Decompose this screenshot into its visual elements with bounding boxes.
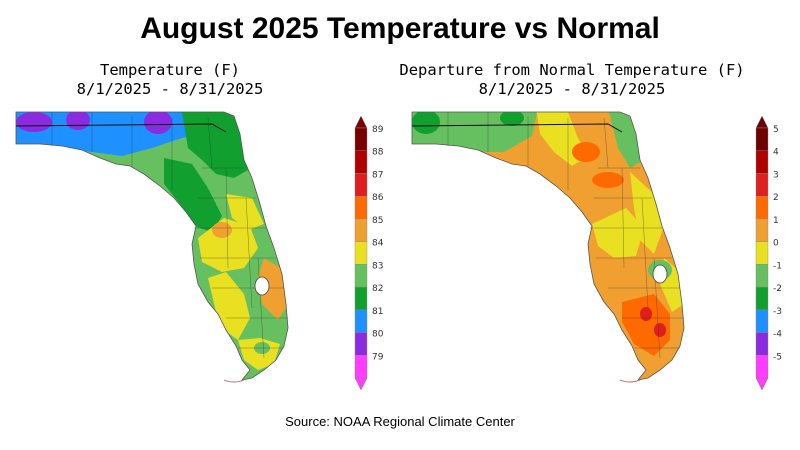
colorbar-label: 87 — [372, 170, 383, 180]
colorbar-label: -1 — [773, 261, 782, 271]
departure-colorbar-svg: 5 4 3 2 1 0 -1 -2 -3 -4 -5 — [755, 115, 782, 391]
colorbar-swatch — [755, 218, 769, 242]
colorbar-swatch — [755, 264, 769, 288]
colorbar-label: 79 — [372, 352, 384, 362]
lake-okeechobee — [652, 264, 668, 284]
colorbar-swatch — [755, 150, 769, 174]
colorbar-bottom-arrow — [354, 377, 368, 391]
colorbar-label: 89 — [372, 125, 384, 135]
colorbar-label: -5 — [773, 352, 782, 362]
colorbar-label: 4 — [773, 148, 779, 158]
colorbar-swatch — [354, 195, 368, 220]
colorbar-label: 1 — [773, 216, 779, 226]
temperature-map-date-range: 8/1/2025 - 8/31/2025 — [76, 80, 264, 98]
florida-outline — [15, 111, 289, 381]
departure-map-title-line1: Departure from Normal Temperature (F) — [399, 61, 745, 79]
page-title: August 2025 Temperature vs Normal — [140, 12, 660, 45]
colorbar-swatch — [755, 332, 769, 356]
colorbar-bottom-arrow — [755, 377, 769, 391]
colorbar-swatch — [354, 286, 368, 311]
colorbar-label: 2 — [773, 193, 779, 203]
colorbar-label: -4 — [773, 330, 782, 340]
colorbar-label: 5 — [773, 125, 779, 135]
colorbar-top-arrow — [354, 115, 368, 129]
colorbar-swatch — [755, 309, 769, 333]
colorbar-label: 81 — [372, 307, 383, 317]
colorbar-swatch — [755, 286, 769, 311]
florida-outline — [411, 111, 685, 381]
colorbar-label: 3 — [773, 170, 779, 180]
colorbar-swatch — [755, 173, 769, 197]
colorbar-label: 84 — [372, 239, 384, 249]
colorbar-label: 80 — [372, 330, 384, 340]
state-border — [411, 123, 623, 133]
florida-keys — [619, 379, 641, 383]
departure-map-date-range: 8/1/2025 - 8/31/2025 — [478, 80, 666, 98]
temperature-colorbar: 89 88 87 86 85 84 83 82 81 80 79 — [351, 112, 393, 394]
departure-colorbar: 5 4 3 2 1 0 -1 -2 -3 -4 -5 — [752, 112, 794, 394]
colorbar-swatch — [755, 127, 769, 151]
colorbar-swatch — [354, 309, 368, 333]
colorbar-swatch — [354, 264, 368, 288]
temperature-map — [12, 108, 332, 394]
temperature-colorbar-svg: 89 88 87 86 85 84 83 82 81 80 79 — [354, 115, 384, 391]
temperature-map-title: Temperature (F) 8/1/2025 - 8/31/2025 — [20, 61, 320, 99]
colorbar-label: 82 — [372, 284, 383, 294]
temperature-map-title-line1: Temperature (F) — [100, 61, 240, 79]
colorbar-swatch — [354, 355, 368, 379]
colorbar-swatch — [755, 195, 769, 220]
departure-map — [408, 108, 728, 394]
colorbar-swatch — [354, 332, 368, 356]
colorbar-swatch — [354, 241, 368, 265]
lake-okeechobee — [254, 276, 270, 296]
colorbar-label: 85 — [372, 216, 383, 226]
colorbar-label: 88 — [372, 148, 384, 158]
colorbar-label: -3 — [773, 307, 782, 317]
colorbar-swatch — [354, 173, 368, 197]
colorbar-label: 83 — [372, 261, 383, 271]
state-border — [15, 123, 227, 133]
colorbar-label: -2 — [773, 284, 782, 294]
colorbar-top-arrow — [755, 115, 769, 129]
florida-keys — [223, 379, 245, 383]
colorbar-swatch — [755, 241, 769, 265]
colorbar-label: 86 — [372, 193, 384, 203]
colorbar-label: 0 — [773, 239, 779, 249]
colorbar-swatch — [354, 218, 368, 242]
colorbar-swatch — [354, 150, 368, 174]
colorbar-swatch — [755, 355, 769, 379]
source-note: Source: NOAA Regional Climate Center — [285, 414, 515, 429]
colorbar-swatch — [354, 127, 368, 151]
departure-map-title: Departure from Normal Temperature (F) 8/… — [372, 61, 772, 99]
county-lines — [51, 112, 288, 359]
